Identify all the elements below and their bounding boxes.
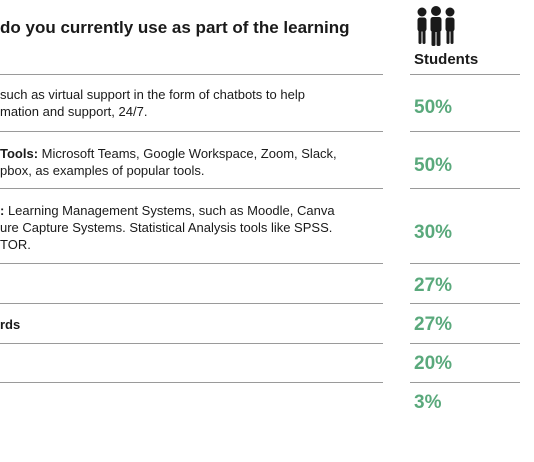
people-group-icon [417,6,455,46]
row-value: 3% [414,392,442,413]
row-value: 27% [414,314,453,335]
row-divider [410,131,520,132]
row-divider [410,74,520,75]
row-divider [410,343,520,344]
row-value: 50% [414,155,453,176]
row-divider [0,303,383,304]
row-divider [0,382,383,383]
row-divider [0,74,383,75]
column-header-students: Students [414,51,479,68]
row-label: rds [0,317,21,332]
row-label: such as virtual support in the form of c… [0,87,305,119]
row-value: 30% [414,222,453,243]
row-value: 50% [414,97,453,118]
row-divider [0,131,383,132]
row-divider [410,263,520,264]
row-divider [0,263,383,264]
row-divider [410,382,520,383]
row-divider [0,188,383,189]
row-label: : Learning Management Systems, such as M… [0,203,335,252]
row-value: 20% [414,353,453,374]
row-divider [0,343,383,344]
row-value: 27% [414,275,453,296]
row-divider [410,303,520,304]
row-label: Tools: Microsoft Teams, Google Workspace… [0,146,337,178]
table-title: do you currently use as part of the lear… [0,18,350,37]
row-divider [410,188,520,189]
